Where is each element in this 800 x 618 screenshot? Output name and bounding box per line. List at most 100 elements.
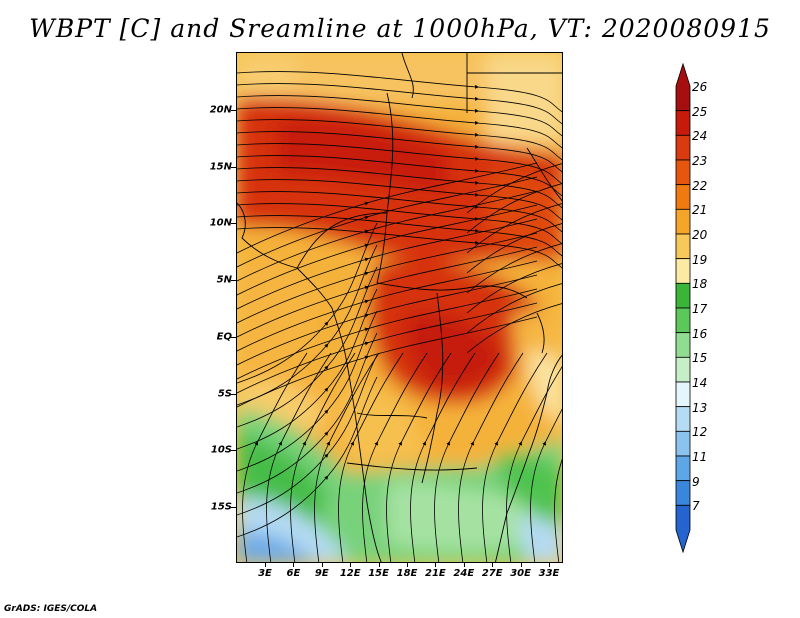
longitude-tick [435, 563, 437, 567]
map-title: WBPT [C] and Sreamline at 1000hPa, VT: 2… [29, 14, 771, 43]
streamline [237, 246, 538, 338]
coastline-and-borders [237, 53, 562, 562]
streamline [237, 274, 538, 366]
streamline [237, 222, 378, 384]
colorbar [675, 62, 691, 554]
longitude-tick [378, 563, 380, 567]
colorbar-label: 13 [692, 400, 708, 415]
longitude-tick [407, 563, 408, 567]
colorbar-segment [675, 110, 691, 136]
colorbar-label: 21 [692, 203, 708, 218]
streamline [237, 191, 562, 233]
streamline [237, 203, 562, 245]
streamline [466, 303, 562, 354]
colorbar-label: 20 [692, 228, 708, 242]
streamline [237, 227, 562, 269]
colorbar-label: 14 [692, 376, 708, 390]
streamline [237, 260, 538, 352]
colorbar-label: 17 [692, 302, 708, 316]
colorbar-label: 18 [692, 277, 708, 292]
latitude-label: 10S [210, 444, 232, 456]
streamlines [237, 71, 562, 562]
longitude-label: 3E [258, 568, 272, 579]
colorbar-segment [675, 307, 691, 334]
longitude-tick [321, 563, 323, 567]
colorbar-label: 11 [692, 450, 708, 464]
streamline [237, 288, 378, 450]
colorbar-segment [675, 233, 691, 260]
streamline [237, 376, 378, 538]
latitude-tick [231, 280, 236, 282]
colorbar-segment [675, 332, 691, 358]
latitude-label: 10N [209, 217, 232, 229]
streamline [237, 95, 562, 137]
latitude-tick [231, 336, 236, 338]
latitude-tick [231, 166, 236, 168]
streamline [237, 83, 562, 125]
streamline [338, 352, 404, 562]
streamline [466, 203, 562, 254]
colorbar-label: 16 [692, 326, 708, 341]
colorbar-segment [675, 406, 691, 432]
streamline [237, 107, 562, 149]
longitude-tick [265, 563, 266, 567]
longitude-label: 9E [314, 568, 329, 579]
streamline [237, 302, 538, 394]
colorbar-segment [675, 134, 691, 161]
streamline [237, 354, 378, 516]
colorbar-label: 22 [692, 178, 708, 193]
streamline [290, 352, 356, 562]
streamline [410, 352, 476, 562]
colorbar-label: 7 [692, 499, 700, 514]
streamline [386, 352, 452, 562]
colorbar-segment [675, 504, 691, 554]
latitude-tick [231, 450, 236, 452]
streamline [237, 179, 562, 221]
streamline [266, 352, 332, 562]
longitude-tick [520, 563, 522, 567]
colorbar-segment [675, 381, 691, 408]
streamline [530, 408, 562, 562]
streamline [237, 218, 538, 310]
streamline [314, 352, 380, 562]
streamline [506, 366, 562, 562]
colorbar-label: 12 [692, 425, 708, 440]
longitude-label: 6E [286, 568, 301, 579]
longitude-tick [463, 563, 465, 567]
streamline [237, 143, 562, 185]
streamline [554, 458, 562, 562]
streamline [237, 176, 538, 268]
streamline [466, 263, 562, 314]
shaded-field [237, 53, 562, 562]
longitude-tick [492, 563, 494, 567]
longitude-label: 12E [339, 568, 361, 579]
streamline [466, 183, 562, 234]
colorbar-label: 26 [692, 80, 708, 94]
streamline [362, 352, 428, 562]
longitude-label: 15E [368, 568, 389, 579]
streamline [237, 310, 378, 472]
longitude-label: 33E [538, 568, 560, 579]
streamline [237, 244, 378, 406]
colorbar-segment [675, 258, 691, 284]
latitude-label: 20N [209, 104, 232, 116]
streamline [466, 163, 562, 214]
colorbar-segment [675, 356, 691, 383]
colorbar-label: 24 [692, 129, 708, 144]
longitude-label: 24E [453, 568, 475, 579]
longitude-tick [293, 563, 295, 567]
streamline [237, 155, 562, 197]
longitude-label: 18E [396, 568, 418, 579]
streamline [466, 243, 562, 294]
streamline [466, 223, 562, 274]
latitude-label: 15S [210, 501, 232, 513]
streamline [237, 266, 378, 428]
streamline [458, 352, 524, 562]
latitude-label: EQ [216, 331, 232, 343]
latitude-tick [231, 393, 236, 395]
streamline [237, 71, 562, 113]
streamline [242, 352, 308, 562]
colorbar-segment [675, 184, 691, 210]
streamline [237, 232, 538, 324]
streamline [237, 119, 562, 161]
